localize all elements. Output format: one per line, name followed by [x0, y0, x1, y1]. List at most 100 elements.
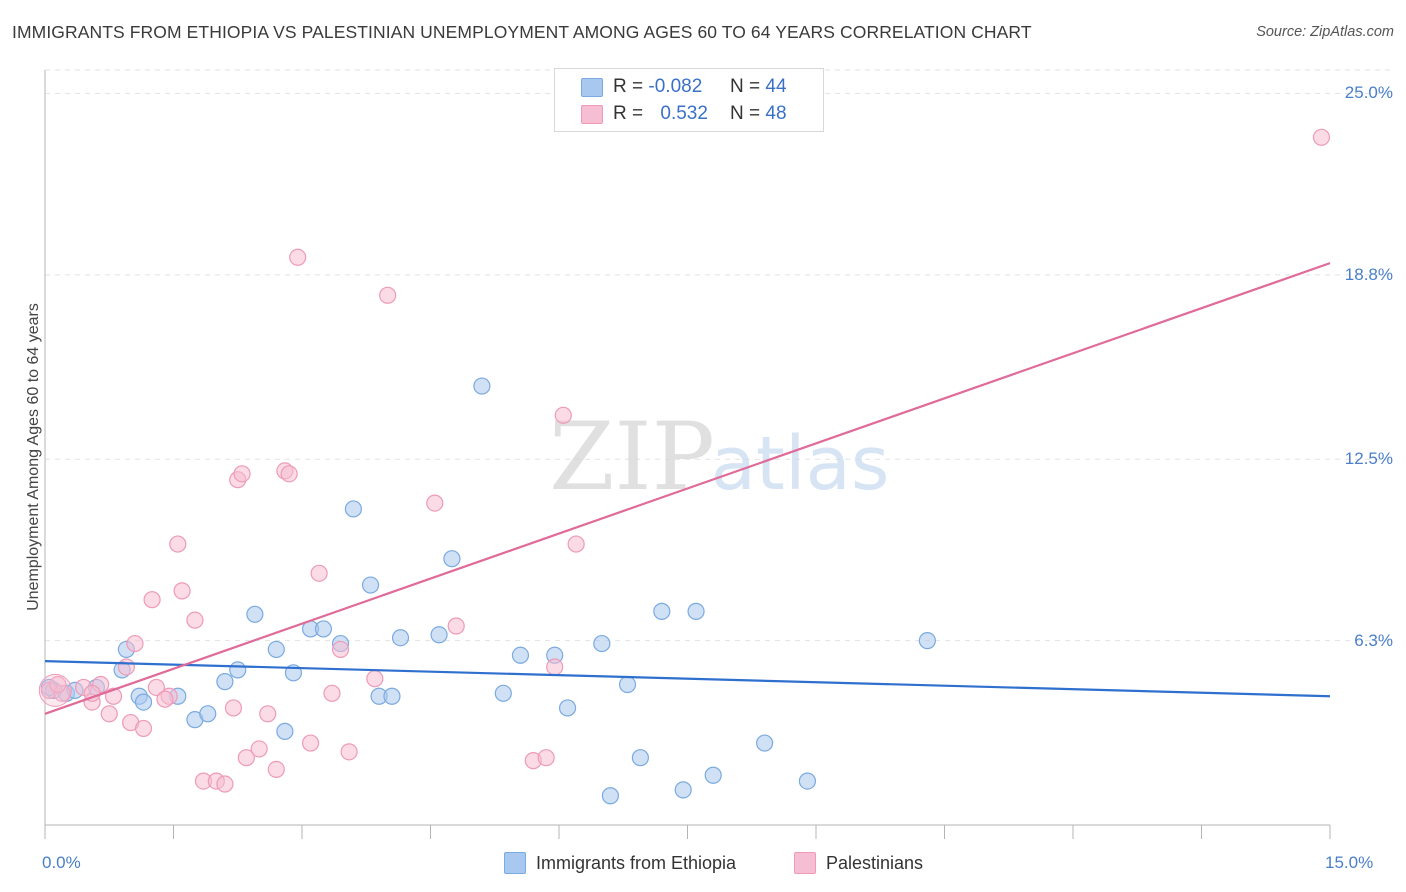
ethiopia-point-32	[601, 787, 620, 805]
palestinians-point-45	[156, 690, 174, 708]
palestinians-point-43	[567, 535, 585, 553]
legend-row-palestinians: R = 0.532 N = 48	[581, 101, 787, 127]
bottom-legend-palestinians: Palestinians	[794, 852, 923, 874]
y-tick-label-3: 25.0%	[1344, 83, 1393, 103]
legend-r-label: R =	[613, 76, 644, 97]
ethiopia-point-10	[216, 673, 234, 691]
palestinians-point-32	[323, 684, 341, 702]
x-tick-label-min: 0.0%	[42, 853, 81, 872]
palestinians-point-26	[267, 760, 285, 778]
palestinians-point-47	[49, 675, 67, 694]
ethiopia-point-22	[383, 687, 401, 705]
bottom-legend-swatch-pink	[794, 852, 816, 874]
ethiopia-point-27	[494, 684, 512, 702]
palestinians-cluster-point	[38, 673, 72, 707]
palestinians-point-37	[426, 494, 444, 512]
palestinians-point-44	[1312, 128, 1331, 146]
palestinians-point-14	[169, 535, 187, 553]
series-palestinians-points	[38, 128, 1331, 793]
trend-line-palestinians	[44, 262, 1331, 715]
ethiopia-point-38	[704, 766, 722, 784]
watermark-zip: ZIP	[549, 403, 715, 512]
ethiopia-point-30	[558, 699, 577, 717]
chart-title: IMMIGRANTS FROM ETHIOPIA VS PALESTINIAN …	[12, 22, 1032, 42]
ethiopia-point-25	[443, 550, 461, 568]
legend-row-ethiopia: R = -0.082 N = 44	[581, 74, 787, 100]
bottom-legend-label-ethiopia: Immigrants from Ethiopia	[536, 852, 737, 873]
ethiopia-point-33	[618, 675, 637, 694]
palestinians-point-38	[447, 617, 465, 635]
legend-n-value-ethiopia: 44	[765, 76, 787, 97]
correlation-legend: R = -0.082 N = 44 R = 0.532 N = 48	[554, 68, 824, 132]
trend-lines	[44, 262, 1331, 715]
y-tick-label-2: 18.8%	[1344, 264, 1393, 284]
palestinians-point-10	[134, 719, 153, 738]
palestinians-point-23	[237, 749, 255, 767]
ethiopia-point-6	[134, 693, 153, 711]
palestinians-point-16	[186, 611, 204, 629]
palestinians-point-34	[340, 743, 358, 761]
y-axis-label: Unemployment Among Ages 60 to 64 years	[25, 303, 42, 611]
bottom-legend-label-palestinians: Palestinians	[826, 852, 924, 873]
ethiopia-point-26	[473, 377, 491, 395]
watermark-atlas: atlas	[711, 421, 890, 507]
palestinians-point-22	[233, 465, 251, 483]
ethiopia-point-36	[674, 781, 692, 799]
ethiopia-point-12	[246, 605, 264, 623]
bottom-legend-ethiopia: Immigrants from Ethiopia	[504, 852, 736, 874]
ethiopia-point-31	[593, 634, 611, 653]
ethiopia-point-37	[687, 602, 705, 620]
ethiopia-point-19	[344, 500, 362, 518]
legend-swatch-pink	[581, 104, 603, 124]
palestinians-point-36	[379, 286, 397, 304]
bottom-legend-swatch-blue	[504, 852, 526, 874]
ethiopia-point-28	[511, 646, 530, 664]
palestinians-point-7	[117, 658, 135, 676]
legend-r-value-ethiopia: -0.082	[648, 76, 703, 97]
palestinians-point-40	[537, 749, 555, 767]
ethiopia-point-13	[267, 640, 285, 659]
legend-r-label: R =	[613, 103, 644, 124]
palestinians-point-33	[331, 640, 350, 659]
palestinians-point-35	[366, 670, 384, 688]
palestinians-point-19	[216, 775, 234, 793]
legend-n-label: N =	[730, 76, 761, 97]
legend-n-value-palestinians: 48	[765, 103, 787, 124]
palestinians-point-28	[280, 465, 298, 483]
palestinians-point-42	[554, 406, 572, 424]
palestinians-point-24	[250, 740, 268, 758]
y-tick-label-1: 12.5%	[1344, 449, 1393, 469]
ethiopia-point-35	[653, 602, 671, 620]
legend-r-value-palestinians: 0.532	[660, 103, 708, 124]
ethiopia-point-41	[918, 632, 936, 650]
ethiopia-point-14	[276, 722, 294, 740]
ethiopia-point-24	[430, 626, 448, 644]
ethiopia-point-23	[391, 629, 410, 647]
axes	[44, 70, 1331, 839]
palestinians-point-25	[259, 705, 277, 723]
ethiopia-point-11	[229, 661, 247, 679]
grid-lines	[45, 69, 1395, 642]
trend-line-ethiopia	[44, 660, 1331, 698]
ethiopia-point-39	[755, 734, 774, 752]
palestinians-point-12	[147, 678, 165, 697]
palestinians-point-11	[143, 591, 161, 609]
palestinians-point-9	[126, 634, 144, 653]
y-tick-label-0: 6.3%	[1354, 630, 1393, 650]
legend-n-label: N =	[730, 103, 761, 124]
palestinians-point-15	[173, 582, 191, 600]
palestinians-point-41	[546, 658, 564, 676]
palestinians-point-29	[289, 248, 307, 266]
legend-swatch-blue	[581, 77, 603, 97]
source-note: Source: ZipAtlas.com	[1256, 24, 1394, 40]
ethiopia-point-40	[798, 772, 817, 790]
ethiopia-point-34	[631, 749, 649, 767]
ethiopia-point-20	[361, 576, 380, 594]
ethiopia-point-9	[199, 705, 217, 723]
palestinians-point-31	[310, 564, 328, 582]
palestinians-point-20	[224, 699, 243, 717]
ethiopia-point-17	[314, 620, 333, 638]
palestinians-point-5	[100, 705, 118, 723]
x-tick-label-max: 15.0%	[1325, 853, 1374, 872]
